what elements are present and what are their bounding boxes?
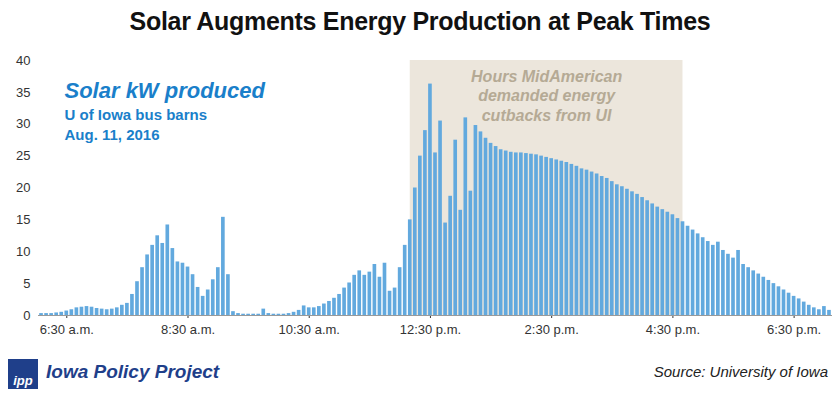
svg-text:15: 15 — [16, 212, 30, 227]
svg-text:20: 20 — [16, 180, 30, 195]
html-text:Iowa Policy Project: Iowa Policy Project — [46, 361, 220, 382]
svg-text:Aug. 11, 2016: Aug. 11, 2016 — [65, 126, 160, 143]
svg-text:Hours MidAmericandemanded ener: Hours MidAmericandemanded energycutbacks… — [471, 68, 622, 123]
svg-text:6:30 a.m.: 6:30 a.m. — [40, 322, 94, 337]
svg-text:10: 10 — [16, 244, 30, 259]
svg-text:U of Iowa bus barns: U of Iowa bus barns — [65, 106, 208, 123]
svg-text:Solar kW produced: Solar kW produced — [65, 78, 266, 103]
svg-text:4:30 p.m.: 4:30 p.m. — [646, 322, 700, 337]
svg-text:5: 5 — [23, 276, 30, 291]
svg-text:2:30 p.m.: 2:30 p.m. — [525, 322, 579, 337]
html-text:Source: University of Iowa: Source: University of Iowa — [653, 363, 828, 380]
svg-text:6:30 p.m.: 6:30 p.m. — [767, 322, 821, 337]
svg-text:0: 0 — [23, 308, 30, 323]
svg-text:12:30 p.m.: 12:30 p.m. — [400, 322, 461, 337]
html-text:Solar Augments Energy Producti: Solar Augments Energy Production at Peak… — [129, 7, 711, 35]
svg-text:8:30 a.m.: 8:30 a.m. — [161, 322, 215, 337]
svg-text:25: 25 — [16, 148, 30, 163]
svg-text:10:30 a.m.: 10:30 a.m. — [279, 322, 340, 337]
svg-text:30: 30 — [16, 116, 30, 131]
html-text:ipp: ipp — [13, 373, 33, 388]
svg-text:35: 35 — [16, 85, 30, 100]
svg-text:40: 40 — [16, 53, 30, 68]
